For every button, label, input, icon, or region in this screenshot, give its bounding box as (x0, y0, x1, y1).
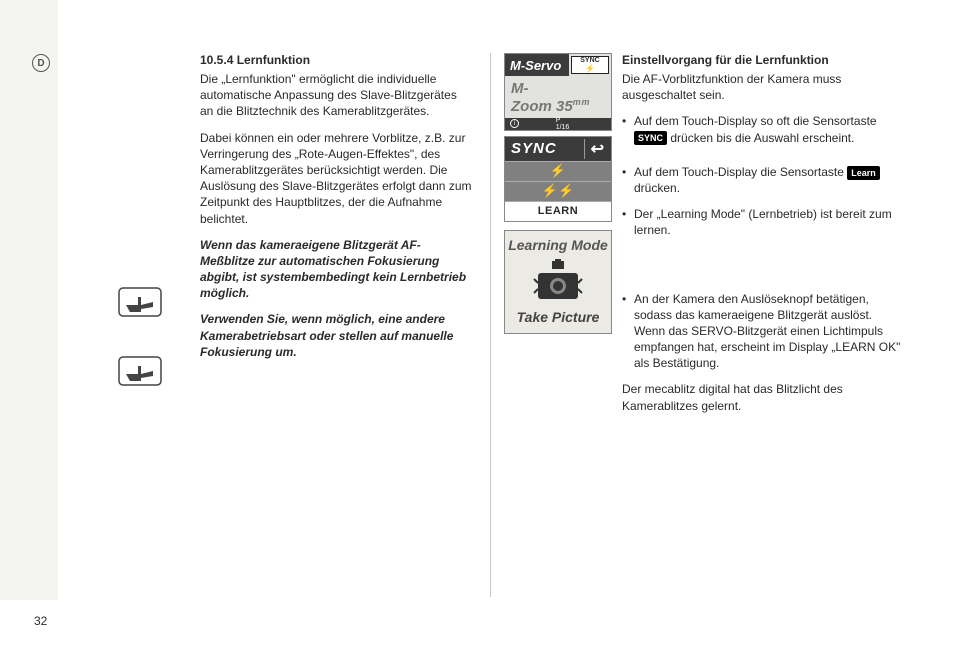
zoom-line2: Zoom 35 (511, 98, 573, 115)
lcd-screen-3: Learning Mode Take Picture (504, 230, 612, 334)
lcd-screen-2: SYNC ↩ ⚡ ⚡⚡ LEARN (504, 136, 612, 222)
bullet-text-post: drücken bis die Auswahl erscheint. (667, 131, 854, 145)
left-gutter (0, 0, 58, 600)
learn-badge-inline: Learn (847, 166, 880, 180)
learning-mode-label: Learning Mode (505, 237, 611, 253)
note-italic: Verwenden Sie, wenn möglich, eine andere… (200, 311, 472, 360)
paragraph: Die „Lernfunktion" ermöglicht die indivi… (200, 71, 472, 120)
lcd-single-bolt-row: ⚡ (505, 161, 611, 181)
lcd-info-bar: i P 1/16 (505, 118, 611, 130)
back-icon: ↩ (584, 139, 605, 159)
zoom-unit: m m (573, 97, 590, 107)
paragraph: Der mecablitz digital hat das Blitzlicht… (622, 381, 907, 413)
right-text-column: Einstellvorgang für die Lernfunktion Die… (622, 53, 907, 424)
lcd-double-bolt-row: ⚡⚡ (505, 181, 611, 201)
lcd-screen-1: M-Servo SYNC ⚡ M- Zoom 35m m i P 1/16 (504, 53, 612, 131)
bullet-item: • Auf dem Touch-Display die Sensortaste … (622, 164, 907, 196)
lcd-zoom-readout: M- Zoom 35m m (505, 76, 611, 118)
camera-icon (532, 259, 584, 303)
pointing-hand-icon (118, 356, 162, 386)
page-number: 32 (34, 614, 47, 628)
language-badge: D (32, 54, 50, 72)
lcd-learn-row: LEARN (505, 201, 611, 221)
bolt-icon: ⚡⚡ (542, 183, 574, 199)
bullet-item: • Der „Learning Mode" (Lernbetrieb) ist … (622, 206, 907, 238)
paragraph: Die AF-Vorblitzfunktion der Kamera muss … (622, 71, 907, 103)
zoom-line1: M- (511, 80, 529, 97)
sync-big-label: SYNC (511, 140, 557, 157)
bullet-item: • Auf dem Touch-Display so oft die Senso… (622, 113, 907, 145)
bolt-icon: ⚡ (585, 64, 595, 73)
bolt-icon: ⚡ (550, 163, 566, 179)
bullet-text-b: Wenn das SERVO-Blitzgerät einen Lichtimp… (634, 324, 900, 370)
bullet-text-a: An der Kamera den Auslöseknopf betätigen… (634, 292, 872, 322)
sync-small-text: SYNC (580, 57, 599, 64)
column-divider (490, 53, 491, 597)
section-heading: 10.5.4 Lernfunktion (200, 53, 472, 67)
bullet-item: • An der Kamera den Auslöseknopf betätig… (622, 291, 907, 372)
info-icon: i (510, 119, 519, 128)
lcd-sync-row: SYNC ↩ (505, 137, 611, 161)
bullet-text-pre: Auf dem Touch-Display so oft die Sensort… (634, 114, 877, 128)
lcd-sync-small-badge: SYNC ⚡ (571, 56, 609, 74)
left-text-column: 10.5.4 Lernfunktion Die „Lernfunktion" e… (200, 53, 472, 370)
bullet-text-pre: Auf dem Touch-Display die Sensortaste (634, 165, 847, 179)
lcd-ratio: 1/16 (556, 124, 570, 131)
bullet-text-post: drücken. (634, 181, 680, 195)
lcd-mservo-label: M-Servo (505, 54, 569, 76)
lcd-graphics-column: M-Servo SYNC ⚡ M- Zoom 35m m i P 1/16 SY… (504, 53, 612, 334)
bullet-text: Der „Learning Mode" (Lernbetrieb) ist be… (634, 206, 907, 238)
paragraph: Dabei können ein oder mehrere Vorblitze,… (200, 130, 472, 227)
take-picture-label: Take Picture (505, 309, 611, 325)
lcd-p-label: P (556, 117, 570, 124)
sync-badge-inline: SYNC (634, 131, 667, 145)
section-heading: Einstellvorgang für die Lernfunktion (622, 53, 907, 67)
note-italic: Wenn das kameraeigene Blitzgerät AF-Meßb… (200, 237, 472, 302)
pointing-hand-icon (118, 287, 162, 317)
